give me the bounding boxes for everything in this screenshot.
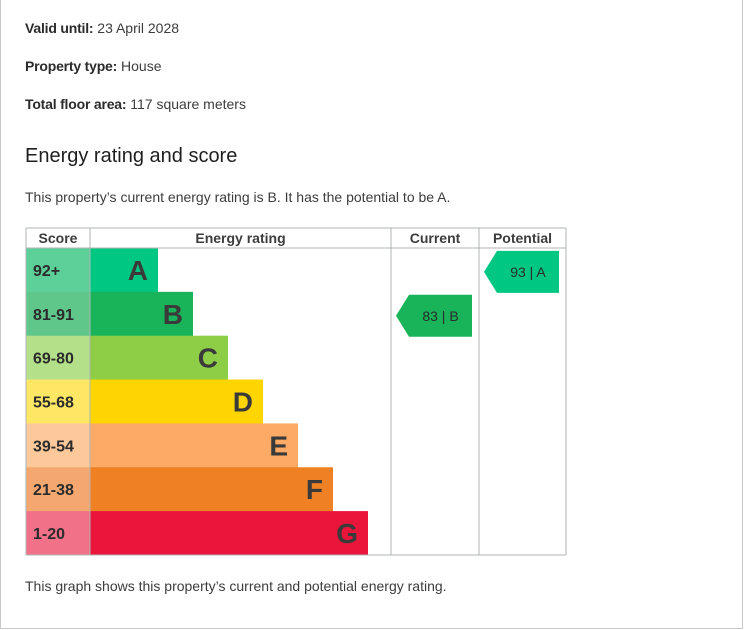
- current-rating-marker: [396, 294, 472, 337]
- score-range-f: 21-38: [33, 482, 74, 499]
- rating-bar-a: [90, 248, 158, 293]
- property-type-value: House: [121, 58, 162, 74]
- rating-bar-d: [90, 379, 263, 424]
- property-type-label: Property type:: [25, 58, 118, 74]
- score-range-e: 39-54: [33, 438, 74, 455]
- rating-bar-f: [90, 467, 333, 512]
- score-column-header: Score: [39, 230, 78, 246]
- score-cell-a: [26, 248, 90, 293]
- score-cell-b: [26, 291, 90, 337]
- valid-until-row: Valid until: 23 April 2028: [25, 20, 179, 36]
- valid-until-value: 23 April 2028: [97, 20, 180, 36]
- score-cell-d: [26, 379, 90, 424]
- rating-bar-c: [90, 335, 228, 381]
- current-rating-marker-label: 83 | B: [422, 308, 458, 324]
- score-range-d: 55-68: [33, 394, 74, 411]
- score-range-c: 69-80: [33, 351, 74, 368]
- floor-area-label: Total floor area:: [25, 96, 127, 112]
- score-range-g: 1-20: [33, 526, 65, 543]
- score-range-b: 81-91: [33, 307, 74, 324]
- energy-rating-column-header: Energy rating: [195, 230, 285, 246]
- property-type-row: Property type: House: [25, 58, 161, 74]
- rating-bar-g: [90, 511, 368, 556]
- rating-letter-c: C: [198, 343, 218, 374]
- floor-area-value: 117 square meters: [130, 96, 246, 112]
- rating-summary: This property’s current energy rating is…: [25, 189, 451, 205]
- score-cell-f: [26, 467, 90, 512]
- rating-letter-f: F: [306, 474, 323, 505]
- score-range-a: 92+: [33, 263, 60, 280]
- score-cell-c: [26, 335, 90, 381]
- floor-area-row: Total floor area: 117 square meters: [25, 96, 246, 112]
- valid-until-label: Valid until:: [25, 20, 94, 36]
- current-column-header: Current: [410, 230, 461, 246]
- section-heading: Energy rating and score: [25, 145, 238, 167]
- potential-rating-marker: [484, 250, 559, 293]
- rating-letter-a: A: [128, 255, 148, 286]
- potential-column-header: Potential: [493, 230, 552, 246]
- score-cell-g: [26, 511, 90, 556]
- score-cell-e: [26, 423, 90, 468]
- rating-letter-e: E: [269, 430, 288, 461]
- chart-caption: This graph shows this property’s current…: [25, 578, 447, 594]
- rating-bar-b: [90, 291, 193, 337]
- rating-letter-b: B: [163, 299, 183, 330]
- potential-rating-marker-label: 93 | A: [510, 264, 546, 280]
- rating-letter-g: G: [336, 518, 358, 549]
- rating-bar-e: [90, 423, 298, 468]
- rating-letter-d: D: [233, 386, 253, 417]
